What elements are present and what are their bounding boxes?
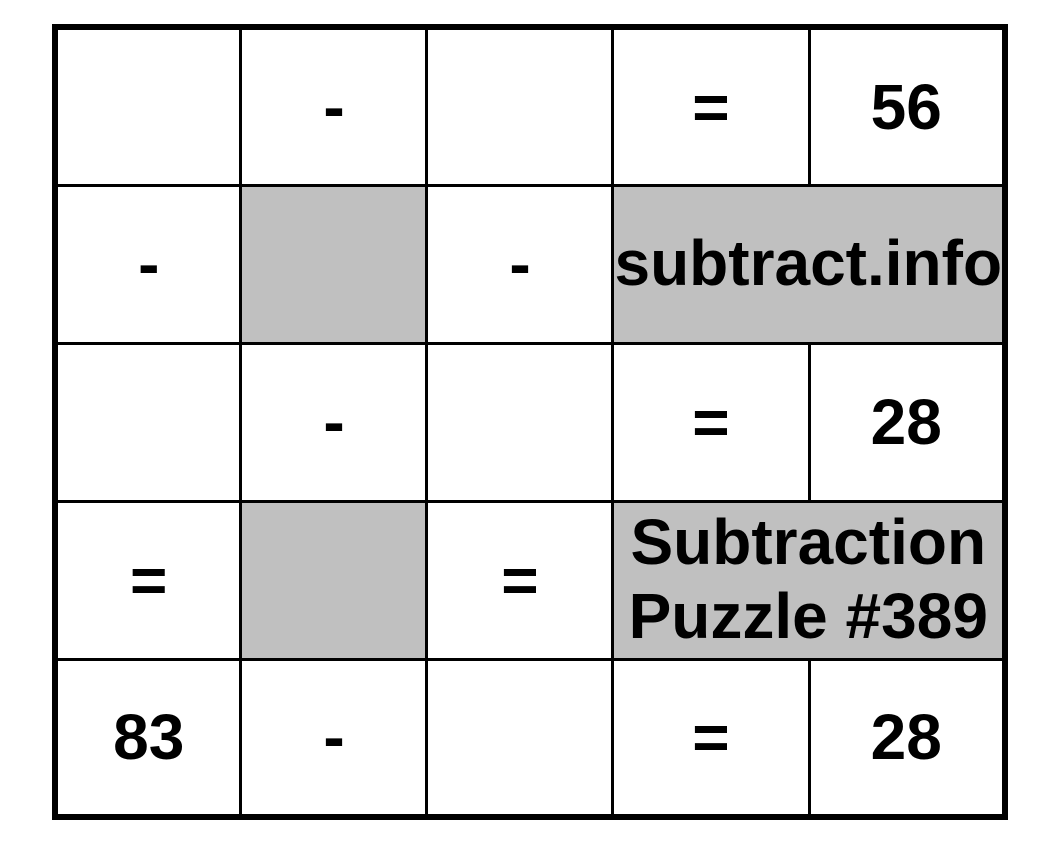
puzzle-title-line2: Puzzle #389: [629, 580, 988, 652]
cell-puzzle-title: Subtraction Puzzle #389: [613, 501, 1005, 659]
table-row: = = Subtraction Puzzle #389: [55, 501, 1005, 659]
cell-blank: [55, 343, 241, 501]
cell-operator-equals: =: [55, 501, 241, 659]
cell-site-label: subtract.info: [613, 185, 1005, 343]
cell-result: 28: [809, 659, 1005, 817]
cell-operator-minus: -: [241, 659, 427, 817]
table-row: - - subtract.info: [55, 185, 1005, 343]
cell-operator-minus: -: [241, 27, 427, 185]
cell-operator-minus: -: [427, 185, 613, 343]
cell-blank: [427, 27, 613, 185]
table-row: - = 56: [55, 27, 1005, 185]
cell-result: 56: [809, 27, 1005, 185]
cell-filler: [241, 501, 427, 659]
cell-filler: [241, 185, 427, 343]
cell-operator-equals: =: [427, 501, 613, 659]
table-row: 83 - = 28: [55, 659, 1005, 817]
cell-operator-equals: =: [613, 343, 809, 501]
cell-operator-minus: -: [241, 343, 427, 501]
cell-operator-minus: -: [55, 185, 241, 343]
cell-operator-equals: =: [613, 27, 809, 185]
table-row: - = 28: [55, 343, 1005, 501]
cell-blank: [55, 27, 241, 185]
puzzle-title-line1: Subtraction: [630, 506, 986, 578]
cell-value: 83: [55, 659, 241, 817]
subtraction-puzzle-grid: - = 56 - - subtract.info - = 28 = = Subt…: [52, 24, 1008, 820]
cell-blank: [427, 659, 613, 817]
puzzle-container: - = 56 - - subtract.info - = 28 = = Subt…: [0, 0, 1060, 844]
cell-result: 28: [809, 343, 1005, 501]
cell-blank: [427, 343, 613, 501]
cell-operator-equals: =: [613, 659, 809, 817]
